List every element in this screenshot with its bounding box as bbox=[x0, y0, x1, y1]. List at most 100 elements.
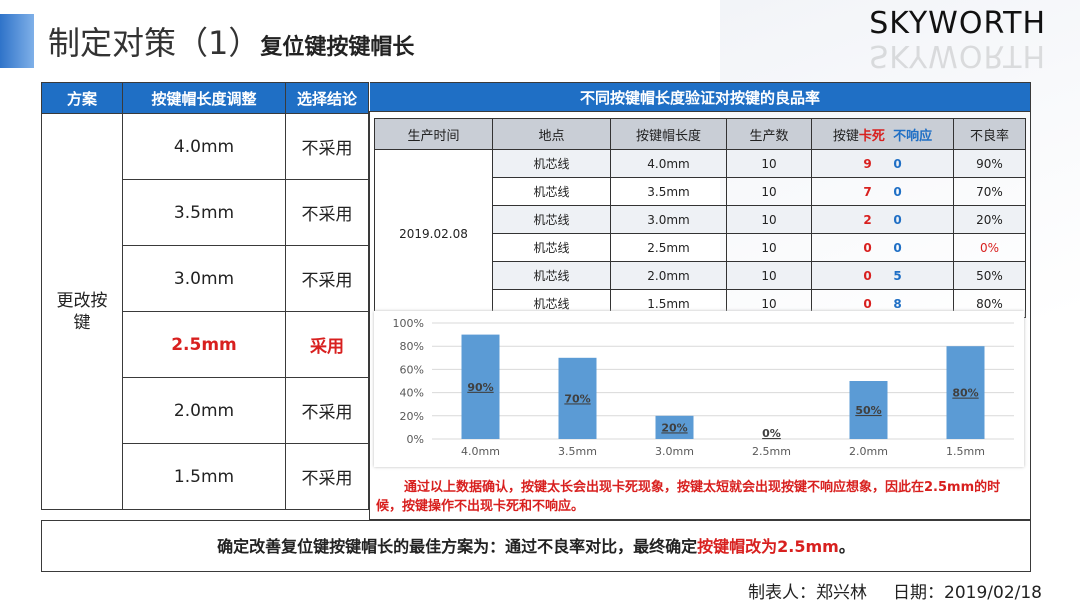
bar bbox=[461, 334, 500, 439]
page-title: 制定对策（1）复位键按键帽长 bbox=[48, 18, 414, 64]
y-tick-label: 20% bbox=[400, 410, 424, 423]
place-cell: 机芯线 bbox=[492, 149, 611, 178]
bar bbox=[558, 357, 597, 439]
bar bbox=[849, 381, 888, 439]
final-decision-text: 确定改善复位键按键帽长的最佳方案为：通过不良率对比，最终确定 bbox=[217, 537, 698, 556]
final-decision-highlight: 按键帽改为2.5mm bbox=[697, 537, 839, 556]
length-cell-selected: 2.5mm bbox=[122, 311, 286, 378]
data-label: 20% bbox=[661, 421, 687, 434]
analysis-conclusion: 通过以上数据确认，按键太长会出现卡死现象，按键太短就会出现按键不响应想象，因此在… bbox=[376, 480, 1001, 514]
scheme-cell: 更改按键 bbox=[41, 113, 123, 510]
qty-cell: 10 bbox=[726, 261, 812, 290]
header-decision: 选择结论 bbox=[285, 82, 369, 114]
place-cell: 机芯线 bbox=[492, 205, 611, 234]
bar bbox=[655, 415, 694, 439]
length-cell: 1.5mm bbox=[122, 443, 286, 510]
table-row: 2.5mm 采用 bbox=[42, 311, 369, 378]
decision-cell: 不采用 bbox=[285, 113, 369, 180]
length-cell: 4.0mm bbox=[610, 149, 727, 178]
x-tick-label: 3.0mm bbox=[655, 445, 694, 458]
title-accent-bar bbox=[0, 14, 34, 68]
bar bbox=[946, 346, 985, 439]
x-tick-label: 2.5mm bbox=[752, 445, 791, 458]
x-tick-label: 4.0mm bbox=[461, 445, 500, 458]
data-label: 0% bbox=[762, 427, 781, 440]
table-row: 3.5mm 不采用 bbox=[42, 179, 369, 246]
length-cell: 3.5mm bbox=[610, 177, 727, 206]
col-length: 按键帽长度 bbox=[610, 118, 727, 150]
logo-reflection: SKYWORTH bbox=[869, 38, 1046, 73]
final-decision: 确定改善复位键按键帽长的最佳方案为：通过不良率对比，最终确定按键帽改为2.5mm… bbox=[41, 520, 1031, 572]
qty-cell: 10 bbox=[726, 149, 812, 178]
defect-rate-chart: 0% 20% 40% 60% 80% 100% 90% 4.0mm 70% 3.5mm 20% 3.0… bbox=[374, 311, 1024, 467]
defect-rate-chart-svg: 0% 20% 40% 60% 80% 100% 90% 4.0mm 70% 3.5mm 20% 3.0… bbox=[393, 317, 1014, 458]
decision-cell-selected: 采用 bbox=[285, 311, 369, 378]
length-cell: 4.0mm bbox=[122, 113, 286, 180]
length-cell: 3.0mm bbox=[610, 205, 727, 234]
production-date: 2019.02.08 bbox=[374, 149, 493, 318]
qty-cell: 10 bbox=[726, 177, 812, 206]
validation-data-table: 生产时间 地点 按键帽长度 生产数 按键卡死 不响应 不良率 2019.02.0… bbox=[374, 118, 1026, 318]
y-tick-label: 60% bbox=[400, 363, 424, 376]
validation-panel bbox=[369, 111, 1031, 520]
y-tick-label: 100% bbox=[393, 317, 424, 330]
length-cell: 2.5mm bbox=[610, 233, 727, 262]
col-place: 地点 bbox=[492, 118, 611, 150]
place-cell: 机芯线 bbox=[492, 261, 611, 290]
table-row: 3.0mm 不采用 bbox=[42, 245, 369, 312]
rate-cell-best: 0% bbox=[953, 233, 1026, 262]
final-decision-suffix: 。 bbox=[838, 537, 855, 556]
x-tick-label: 1.5mm bbox=[946, 445, 985, 458]
rate-cell: 70% bbox=[953, 177, 1026, 206]
scheme-table: 方案 按键帽长度调整 选择结论 更改按键 4.0mm 不采用 3.5mm 不采用… bbox=[41, 82, 369, 510]
header-length: 按键帽长度调整 bbox=[122, 82, 286, 114]
table-row: 1.5mm 不采用 bbox=[42, 443, 369, 510]
footer-date: 日期：2019/02/18 bbox=[893, 583, 1042, 603]
qty-cell: 10 bbox=[726, 233, 812, 262]
footer-author: 制表人：郑兴林 bbox=[748, 583, 868, 603]
page-title-sub: 复位键按键帽长 bbox=[260, 35, 415, 60]
data-label: 80% bbox=[952, 387, 978, 400]
y-tick-label: 80% bbox=[400, 340, 424, 353]
skyworth-logo: SKYWORTH bbox=[869, 6, 1046, 41]
place-cell: 机芯线 bbox=[492, 233, 611, 262]
data-label: 90% bbox=[467, 381, 493, 394]
data-label: 50% bbox=[855, 404, 881, 417]
col-rate: 不良率 bbox=[953, 118, 1026, 150]
y-tick-label: 0% bbox=[407, 433, 424, 446]
col-time: 生产时间 bbox=[374, 118, 493, 150]
data-label: 70% bbox=[564, 392, 590, 405]
length-cell: 3.0mm bbox=[122, 245, 286, 312]
qty-cell: 10 bbox=[726, 205, 812, 234]
rate-cell: 50% bbox=[953, 261, 1026, 290]
length-cell: 3.5mm bbox=[122, 179, 286, 246]
header-scheme: 方案 bbox=[41, 82, 123, 114]
page-title-main: 制定对策（1） bbox=[48, 24, 261, 62]
decision-cell: 不采用 bbox=[285, 245, 369, 312]
y-tick-label: 40% bbox=[400, 387, 424, 400]
col-key: 按键卡死 不响应 bbox=[811, 118, 954, 150]
rate-cell: 20% bbox=[953, 205, 1026, 234]
col-qty: 生产数 bbox=[726, 118, 812, 150]
place-cell: 机芯线 bbox=[492, 177, 611, 206]
rate-cell: 90% bbox=[953, 149, 1026, 178]
decision-cell: 不采用 bbox=[285, 377, 369, 444]
length-cell: 2.0mm bbox=[122, 377, 286, 444]
table-row: 2.0mm 不采用 bbox=[42, 377, 369, 444]
validation-header: 不同按键帽长度验证对按键的良品率 bbox=[370, 82, 1031, 112]
x-tick-label: 3.5mm bbox=[558, 445, 597, 458]
x-tick-label: 2.0mm bbox=[849, 445, 888, 458]
length-cell: 2.0mm bbox=[610, 261, 727, 290]
decision-cell: 不采用 bbox=[285, 179, 369, 246]
table-row: 更改按键 4.0mm 不采用 bbox=[41, 113, 369, 510]
